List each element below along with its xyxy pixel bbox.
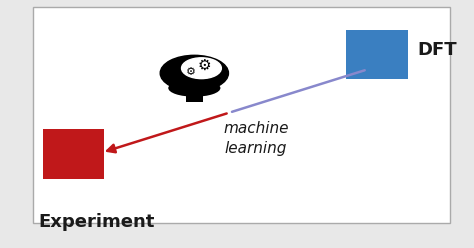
FancyBboxPatch shape xyxy=(33,7,450,223)
Text: machine
learning: machine learning xyxy=(223,122,289,156)
Text: ⚙: ⚙ xyxy=(198,58,211,73)
Text: DFT: DFT xyxy=(417,41,457,59)
Text: Experiment: Experiment xyxy=(38,213,155,231)
Bar xyxy=(346,30,408,79)
Bar xyxy=(43,129,104,179)
Circle shape xyxy=(182,58,221,79)
Bar xyxy=(186,87,203,102)
Text: ⚙: ⚙ xyxy=(185,67,196,77)
Circle shape xyxy=(160,55,228,91)
Ellipse shape xyxy=(168,79,220,97)
